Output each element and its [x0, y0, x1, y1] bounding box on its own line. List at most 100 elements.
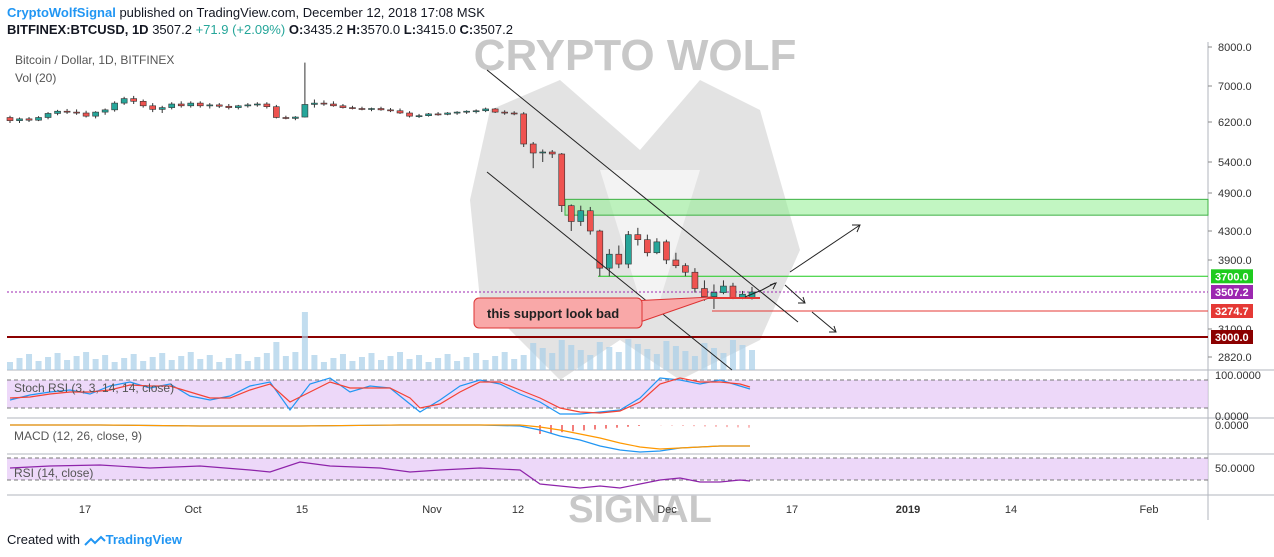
candle	[25, 117, 33, 122]
candle	[273, 104, 280, 119]
volume-bar	[216, 362, 223, 370]
volume-bar	[492, 356, 499, 370]
volume-bar	[387, 356, 394, 370]
time-tick: Oct	[184, 504, 201, 516]
symbol-header: BITFINEX:BTCUSD, 1D 3507.2 +71.9 (+2.09%…	[7, 22, 513, 37]
candle	[501, 110, 508, 115]
volume-bar	[130, 354, 137, 370]
candle	[577, 205, 585, 226]
volume-bar	[311, 355, 318, 370]
candle	[349, 105, 356, 110]
candle	[539, 149, 547, 162]
high-label: H:	[346, 22, 361, 37]
candle	[425, 113, 432, 117]
time-tick: 17	[786, 504, 798, 516]
candle	[73, 109, 80, 115]
volume-bar	[178, 356, 185, 370]
candles	[6, 62, 756, 309]
volume-bar	[558, 340, 565, 370]
oscillator-axis: 100.0000 0.0000 0.0000 50.0000	[1215, 370, 1261, 475]
volume-bar	[35, 361, 42, 370]
volume-bar	[397, 352, 404, 370]
close-label: C:	[459, 22, 474, 37]
volume-bar	[282, 356, 289, 370]
candle	[101, 108, 109, 115]
author-link[interactable]: CryptoWolfSignal	[7, 5, 116, 20]
price-label-3000.0: 3000.0	[1211, 330, 1253, 344]
last-price-text: 3507.2	[152, 22, 192, 37]
candle	[82, 110, 90, 118]
candle	[615, 245, 623, 269]
candle	[292, 116, 299, 121]
price-labels: 3700.0 3507.2 3274.7 3000.0	[1211, 269, 1253, 344]
volume-bar	[473, 353, 480, 370]
candle	[387, 108, 394, 113]
volume-bar	[644, 349, 651, 370]
volume-bar	[416, 355, 423, 370]
volume-bar	[501, 352, 508, 370]
price-tick: 4300.0	[1218, 226, 1252, 238]
candle	[444, 112, 451, 116]
candle	[558, 153, 566, 212]
volume-bar	[435, 358, 442, 370]
volume-bar	[92, 359, 99, 370]
channel-upper-line[interactable]	[486, 69, 799, 323]
volume-bar	[739, 345, 746, 370]
volume-bar	[73, 356, 80, 370]
candle	[168, 102, 176, 110]
time-tick: Dec	[657, 504, 677, 516]
volume-bar	[235, 354, 242, 370]
candle	[453, 111, 461, 115]
candle	[120, 96, 128, 105]
volume-bar	[339, 354, 346, 370]
stoch-tick-100: 100.0000	[1215, 370, 1261, 382]
candle	[529, 142, 537, 169]
open-value: 3435.2	[303, 22, 344, 37]
time-tick: 12	[512, 504, 524, 516]
volume-bar	[225, 358, 232, 370]
volume-bar	[625, 339, 632, 370]
svg-text:3000.0: 3000.0	[1215, 332, 1249, 344]
volume-bar	[121, 358, 128, 370]
candle	[396, 108, 404, 114]
candle	[177, 101, 185, 108]
candle	[377, 106, 385, 111]
volume-bar	[463, 357, 470, 370]
volume-bar	[140, 361, 147, 370]
candle	[663, 239, 670, 265]
resistance-zone[interactable]	[564, 198, 1209, 216]
published-text: published on TradingView.com, December 1…	[119, 5, 485, 20]
price-label-3274.7: 3274.7	[1211, 304, 1253, 318]
time-tick: 2019	[896, 504, 920, 516]
candle	[596, 229, 604, 277]
price-tick: 7000.0	[1218, 81, 1252, 93]
time-tick: 14	[1005, 504, 1017, 516]
time-tick: Feb	[1140, 504, 1159, 516]
tradingview-link[interactable]: TradingView	[105, 532, 182, 547]
time-axis[interactable]: 17 Oct 15 Nov 12 Dec 17 2019 14 Feb	[79, 504, 1159, 516]
annotation-callout[interactable]: this support look bad	[473, 296, 713, 329]
candle	[92, 111, 99, 119]
volume-bar	[168, 360, 175, 370]
volume-bar	[710, 348, 717, 370]
price-axis[interactable]: 8000.0 7000.0 6200.0 5400.0 4900.0 4300.0 3900…	[1208, 42, 1252, 364]
price-tick: 8000.0	[1218, 42, 1252, 54]
candle	[548, 150, 556, 158]
volume-bar	[749, 350, 755, 370]
volume-bar	[406, 359, 413, 370]
candle	[320, 100, 328, 106]
annotation-text: this support look bad	[487, 306, 619, 321]
symbol-text: BITFINEX:BTCUSD, 1D	[7, 22, 149, 37]
volume-bar	[349, 361, 356, 370]
volume-bar	[159, 353, 166, 370]
projection-arrows[interactable]	[744, 224, 861, 333]
publish-header: CryptoWolfSignal published on TradingVie…	[7, 5, 485, 20]
candle	[206, 103, 214, 109]
candle	[358, 106, 366, 111]
volume-bar	[45, 357, 52, 370]
channel-lower-line[interactable]	[486, 171, 733, 371]
candle	[415, 113, 423, 118]
candle	[625, 231, 632, 269]
pane-title: Bitcoin / Dollar, 1D, BITFINEX	[15, 53, 174, 67]
